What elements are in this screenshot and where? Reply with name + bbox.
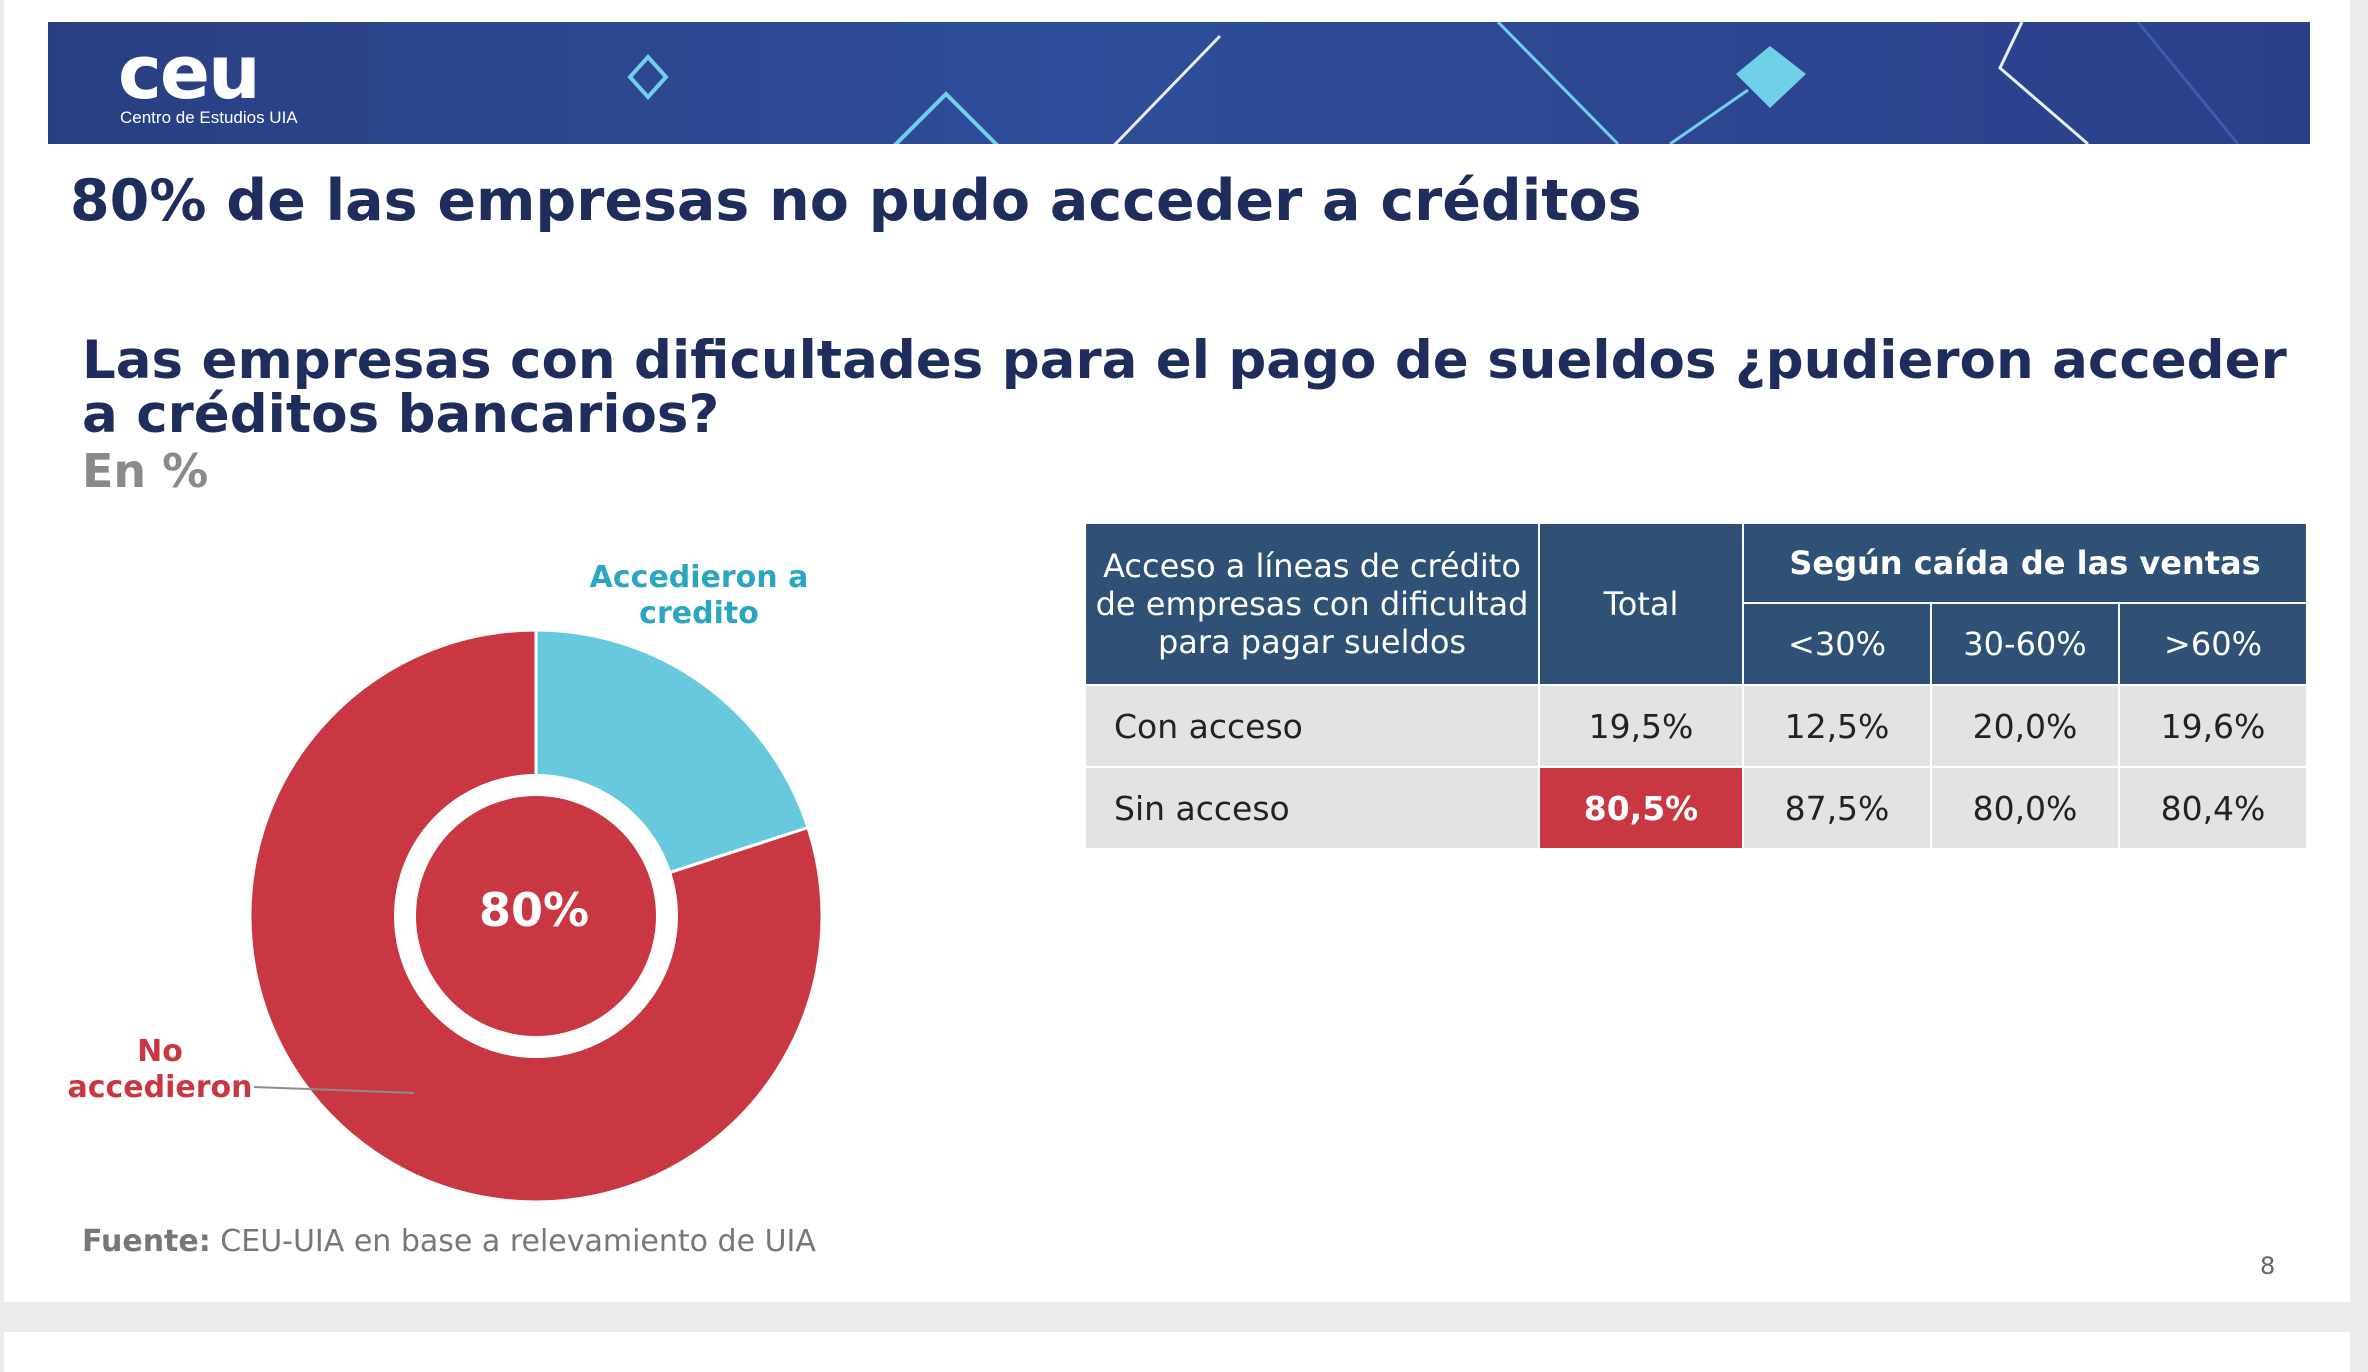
donut-chart [248, 628, 824, 1204]
credit-access-table: Acceso a líneas de crédito de empresas c… [1084, 522, 2308, 850]
slice-label-no-accedieron: No accedieron [67, 1034, 253, 1105]
chevron-left-icon [1998, 22, 2089, 144]
diamond-filled-icon [1736, 46, 1806, 108]
table-subheader: 30-60% [1930, 602, 2120, 686]
source-text: CEU-UIA en base a relevamiento de UIA [210, 1224, 816, 1259]
diagonal-line [1113, 34, 1222, 144]
table-cell-total: 19,5% [1538, 684, 1744, 768]
slide: ceu Centro de Estudios UIA 80% de las em… [4, 0, 2350, 1302]
diagonal-line [1669, 88, 1749, 144]
table-subheader: <30% [1742, 602, 1932, 686]
chevron-up-icon [893, 91, 999, 144]
next-slide-edge [4, 1332, 2350, 1372]
unit-label: En % [82, 444, 209, 498]
logo-subtitle: Centro de Estudios UIA [120, 108, 298, 127]
source-note: Fuente: CEU-UIA en base a relevamiento d… [82, 1224, 816, 1259]
page-number: 8 [2260, 1252, 2276, 1280]
source-label: Fuente: [82, 1224, 211, 1259]
table-cell: 80,4% [2118, 766, 2308, 850]
diamond-outline-icon [627, 54, 669, 100]
row-label: Con acceso [1084, 684, 1540, 768]
header-banner: ceu Centro de Estudios UIA [48, 22, 2310, 144]
donut-center-value: 80% [478, 883, 590, 937]
table-subheader: >60% [2118, 602, 2308, 686]
slice-label-accedieron: Accedieron a credito [589, 560, 809, 631]
table-header-group: Según caída de las ventas [1742, 522, 2308, 604]
table-header-main: Acceso a líneas de crédito de empresas c… [1084, 522, 1540, 686]
page-title: 80% de las empresas no pudo acceder a cr… [70, 168, 1642, 234]
table-row: Con acceso 19,5% 12,5% 20,0% 19,6% [1084, 684, 2308, 768]
chart-question: Las empresas con dificultades para el pa… [82, 330, 2287, 445]
diagonal-line [1496, 22, 1620, 144]
table-row: Sin acceso 80,5% 87,5% 80,0% 80,4% [1084, 766, 2308, 850]
table-cell: 19,6% [2118, 684, 2308, 768]
table-cell: 80,0% [1930, 766, 2120, 850]
ceu-logo: ceu [118, 30, 261, 116]
donut-center-circle [416, 796, 656, 1036]
row-label: Sin acceso [1084, 766, 1540, 850]
table-cell: 20,0% [1930, 684, 2120, 768]
table-header-total: Total [1538, 522, 1744, 686]
table-cell-total-highlight: 80,5% [1538, 766, 1744, 850]
banner-decoration [627, 22, 2240, 144]
label-leader-line [253, 1086, 415, 1094]
table-cell: 87,5% [1742, 766, 1932, 850]
diagonal-line [2136, 22, 2240, 144]
table-cell: 12,5% [1742, 684, 1932, 768]
